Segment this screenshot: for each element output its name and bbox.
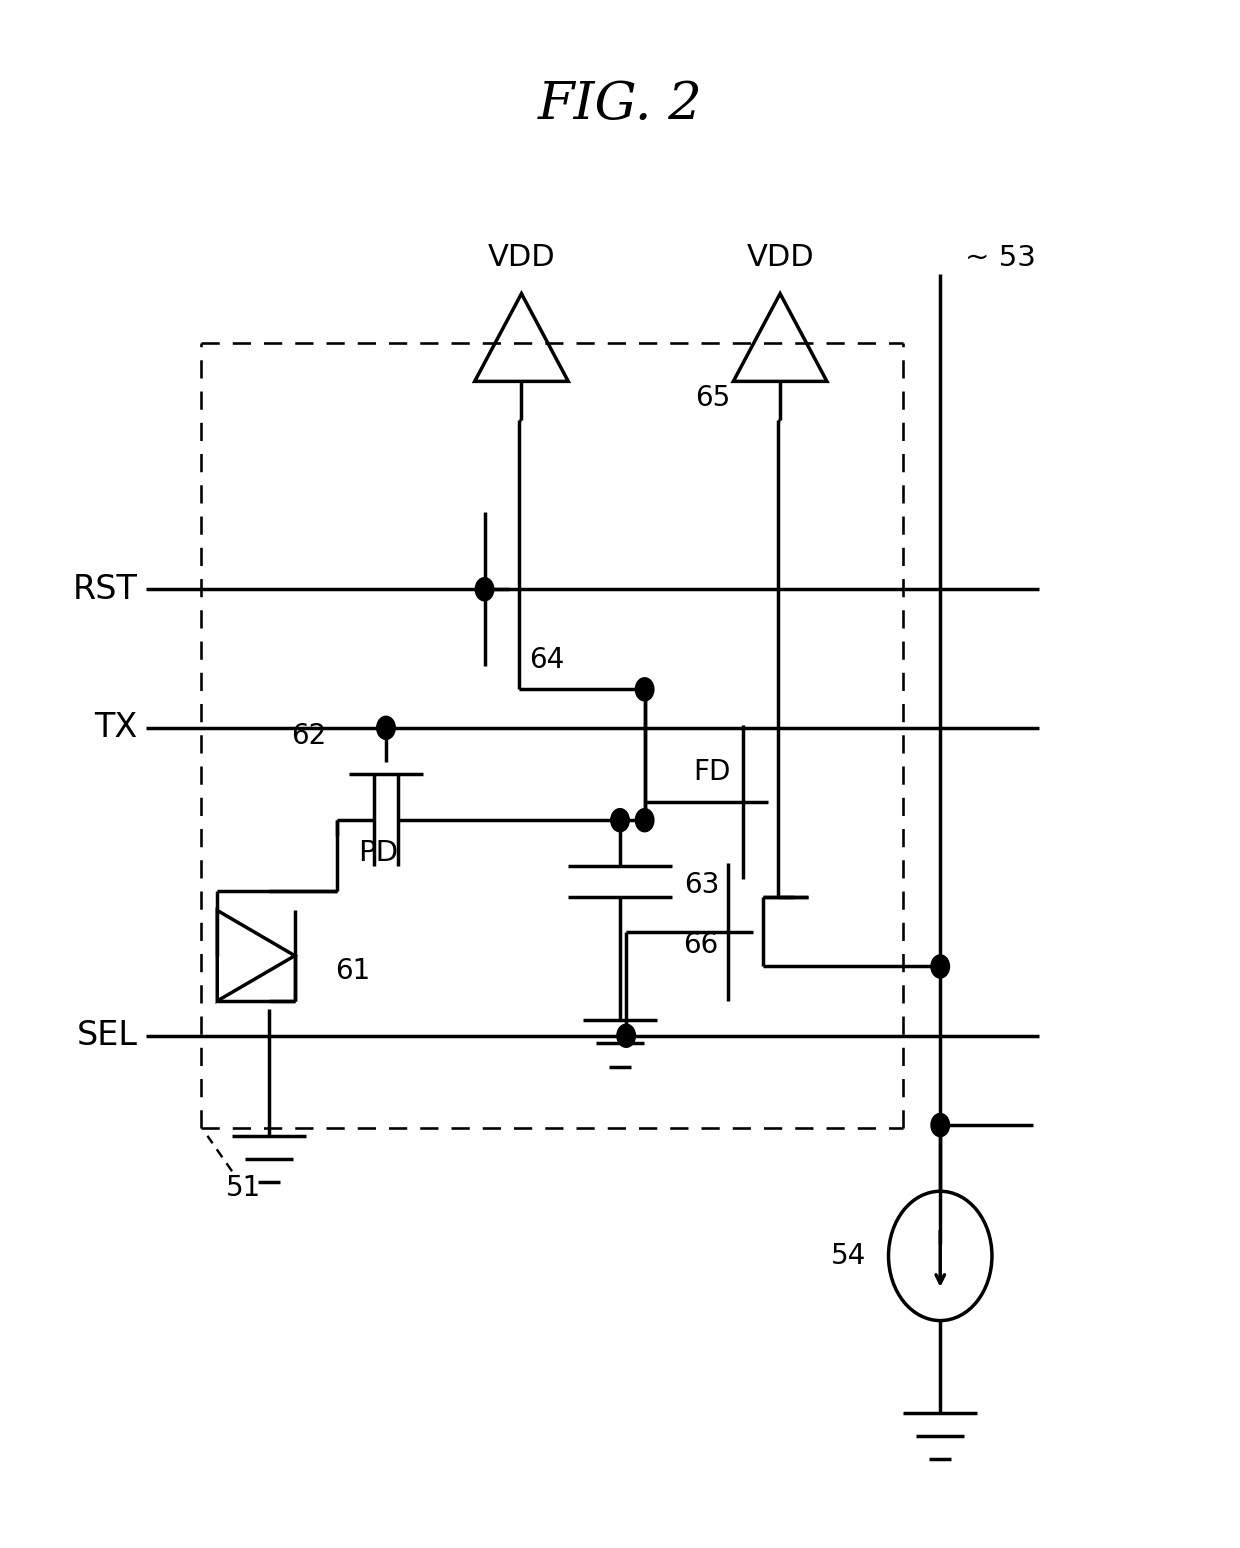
Text: 51: 51 [226,1175,262,1203]
Circle shape [611,808,629,831]
Text: 66: 66 [683,930,718,958]
Text: 54: 54 [831,1241,867,1269]
Text: FIG. 2: FIG. 2 [538,79,702,130]
Text: FD: FD [693,759,730,786]
Circle shape [377,717,396,740]
Text: 63: 63 [684,872,719,899]
Circle shape [618,1025,635,1048]
Circle shape [635,808,653,831]
Text: 61: 61 [336,957,371,985]
Text: SEL: SEL [77,1019,138,1053]
Text: VDD: VDD [487,243,556,272]
Circle shape [931,955,950,978]
Circle shape [635,678,653,701]
Text: 62: 62 [291,721,327,749]
Text: PD: PD [357,839,398,867]
Circle shape [475,577,494,601]
Text: 64: 64 [528,646,564,673]
Text: TX: TX [94,712,138,745]
Text: 65: 65 [696,384,730,412]
Text: ~ 53: ~ 53 [965,245,1035,272]
Text: RST: RST [72,573,138,605]
Circle shape [931,1113,950,1136]
Text: VDD: VDD [746,243,813,272]
